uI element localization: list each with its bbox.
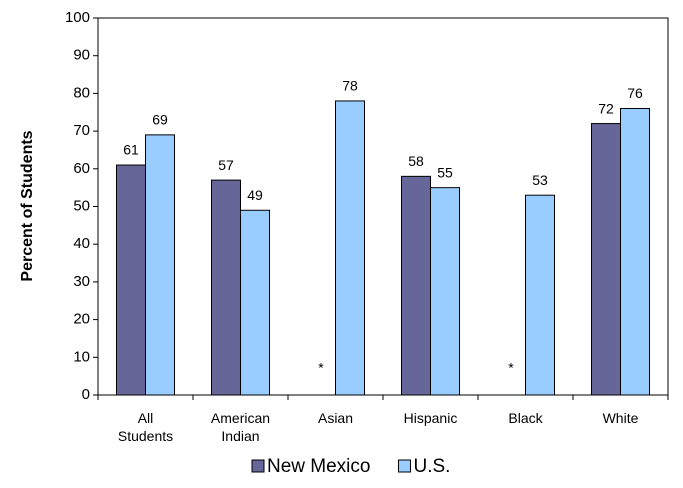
bar	[591, 123, 621, 396]
x-tick-label: White	[603, 410, 639, 426]
value-label: 57	[218, 157, 234, 173]
value-label: 76	[627, 85, 643, 101]
y-tick-label: 10	[73, 348, 90, 365]
y-tick-label: 80	[73, 84, 90, 101]
value-label: *	[508, 360, 514, 376]
value-label: 58	[408, 153, 424, 169]
plot-frame	[97, 17, 669, 396]
bar	[620, 107, 650, 396]
bar	[335, 100, 365, 396]
x-tick-label: American Indian	[211, 410, 270, 444]
bar	[116, 164, 146, 396]
x-tick-label: Black	[508, 410, 543, 426]
bar	[401, 175, 431, 396]
bar	[211, 179, 241, 396]
value-label: 78	[342, 78, 358, 94]
x-tick-label: Asian	[318, 410, 353, 426]
bar	[145, 134, 175, 396]
y-tick-label: 100	[65, 9, 90, 26]
y-tick-label: 60	[73, 160, 90, 177]
legend-swatch	[251, 459, 265, 473]
y-tick-label: 50	[73, 197, 90, 214]
value-label: 61	[123, 142, 139, 158]
y-tick-label: 20	[73, 311, 90, 328]
x-tick-label: Hispanic	[404, 410, 458, 426]
y-axis-label: Percent of Students	[19, 130, 36, 281]
value-label: 49	[247, 187, 263, 203]
legend-label: U.S.	[413, 456, 450, 477]
legend-swatch	[397, 459, 411, 473]
bar	[240, 209, 270, 396]
x-tick-label: All Students	[118, 410, 173, 444]
value-label: 53	[532, 172, 548, 188]
y-tick-label: 0	[82, 386, 90, 403]
value-label: *	[318, 360, 324, 376]
value-label: 55	[437, 164, 453, 180]
y-tick-label: 30	[73, 273, 90, 290]
y-tick-label: 70	[73, 122, 90, 139]
y-tick-label: 40	[73, 235, 90, 252]
value-label: 72	[598, 100, 614, 116]
bar	[525, 194, 555, 396]
value-label: 69	[152, 112, 168, 128]
y-tick-label: 90	[73, 47, 90, 64]
legend-label: New Mexico	[267, 456, 370, 477]
bar	[430, 187, 460, 396]
